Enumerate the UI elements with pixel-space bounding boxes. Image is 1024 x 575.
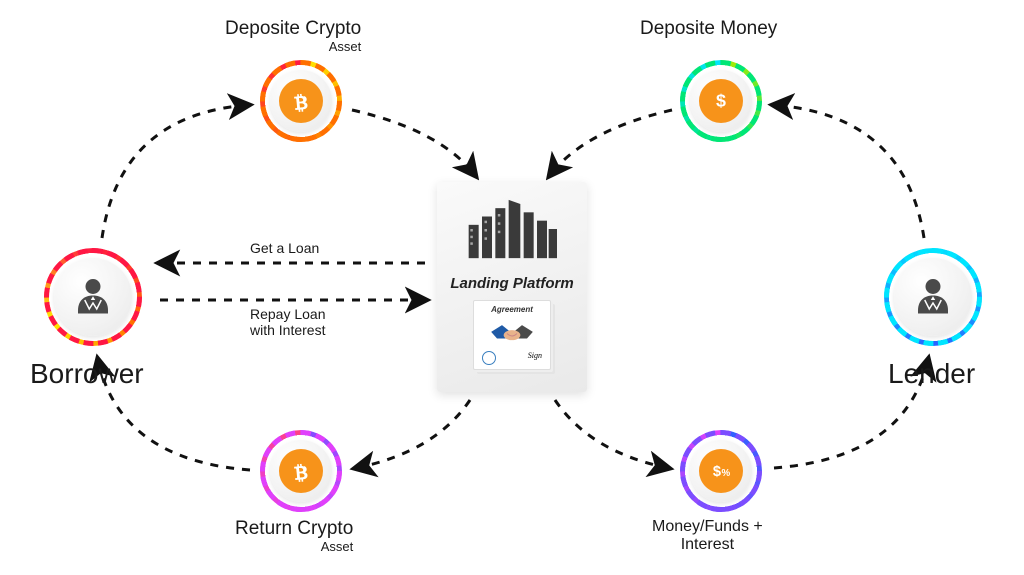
money-interest-label: Money/Funds + Interest [652, 518, 763, 555]
person-icon [894, 258, 972, 336]
return-crypto-label: Return Crypto Asset [235, 518, 353, 555]
node-return-crypto [260, 430, 342, 512]
get-loan-label: Get a Loan [250, 240, 319, 256]
lender-label: Lender [888, 358, 975, 390]
diagram-stage: Borrower Lender Deposite Crypto Asset [0, 0, 1024, 575]
dollar-icon: $ [699, 79, 743, 123]
deposit-crypto-label: Deposite Crypto Asset [225, 18, 361, 55]
svg-text:%: % [722, 468, 731, 479]
platform-title: Landing Platform [450, 275, 573, 292]
signature-icon: Sign [528, 351, 542, 365]
agreement-doc: Agreement Sign [473, 300, 551, 370]
borrower-label: Borrower [30, 358, 144, 390]
bitcoin-icon [279, 79, 323, 123]
node-borrower [44, 248, 142, 346]
dollar-percent-icon: $% [699, 449, 743, 493]
repay-loan-label: Repay Loan with Interest [250, 306, 326, 338]
node-deposit-money: $ [680, 60, 762, 142]
node-money-interest: $% [680, 430, 762, 512]
handshake-icon [487, 316, 537, 351]
bitcoin-icon [279, 449, 323, 493]
buildings-icon [462, 194, 562, 269]
node-lender [884, 248, 982, 346]
deposit-money-label: Deposite Money [640, 18, 777, 40]
person-icon [54, 258, 132, 336]
svg-text:$: $ [716, 91, 726, 111]
stamp-icon [482, 351, 496, 365]
svg-text:$: $ [713, 464, 721, 480]
platform-card: Landing Platform Agreement Sign [437, 182, 587, 392]
node-deposit-crypto [260, 60, 342, 142]
